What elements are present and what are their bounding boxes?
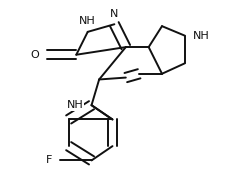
Text: F: F [46, 155, 52, 165]
Text: NH: NH [79, 16, 96, 26]
Text: NH: NH [67, 100, 84, 110]
Text: N: N [110, 9, 119, 19]
Text: O: O [30, 50, 39, 60]
Text: NH: NH [193, 31, 209, 41]
